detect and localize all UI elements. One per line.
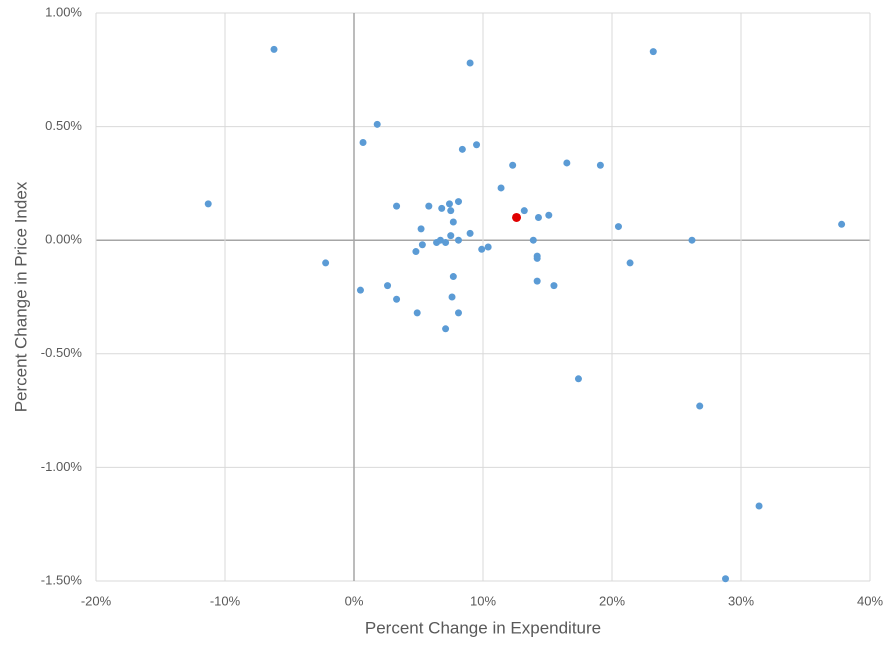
point	[418, 241, 426, 249]
point	[838, 220, 846, 228]
point	[359, 139, 367, 147]
point	[445, 200, 453, 208]
x-tick-label: 20%	[599, 593, 625, 608]
point	[384, 282, 392, 290]
point	[447, 232, 455, 240]
point	[722, 575, 730, 583]
y-tick-label: 0.50%	[45, 118, 82, 133]
point	[550, 282, 558, 290]
x-tick-label: 40%	[857, 593, 883, 608]
x-tick-label: -20%	[81, 593, 112, 608]
point	[755, 502, 763, 510]
point	[438, 204, 446, 212]
y-tick-label: -1.50%	[41, 572, 83, 587]
point	[509, 161, 517, 169]
point	[466, 59, 474, 67]
point	[484, 243, 492, 251]
point	[412, 248, 420, 256]
point	[449, 218, 457, 226]
point	[458, 145, 466, 153]
y-tick-label: 1.00%	[45, 4, 82, 19]
point	[442, 238, 450, 246]
point	[478, 245, 486, 253]
point	[512, 212, 522, 222]
point	[626, 259, 634, 267]
x-tick-label: 0%	[345, 593, 364, 608]
point	[454, 236, 462, 244]
point	[204, 200, 212, 208]
point	[596, 161, 604, 169]
point	[533, 254, 541, 262]
point	[393, 295, 401, 303]
point	[425, 202, 433, 210]
point	[649, 48, 657, 56]
x-tick-label: 10%	[470, 593, 496, 608]
point	[534, 213, 542, 221]
y-tick-label: -0.50%	[41, 345, 83, 360]
point	[520, 207, 528, 215]
point	[270, 45, 278, 53]
point	[442, 325, 450, 333]
y-axis-title: Percent Change in Price Index	[11, 181, 30, 412]
point	[563, 159, 571, 167]
y-tick-label: -1.00%	[41, 459, 83, 474]
point	[356, 286, 364, 294]
point	[449, 273, 457, 281]
y-tick-label: 0.00%	[45, 232, 82, 247]
point	[614, 223, 622, 231]
point	[574, 375, 582, 383]
point	[533, 277, 541, 285]
x-tick-label: -10%	[210, 593, 241, 608]
point	[696, 402, 704, 410]
point	[447, 207, 455, 215]
point	[497, 184, 505, 192]
point	[322, 259, 330, 267]
point	[466, 229, 474, 237]
point	[417, 225, 425, 233]
point	[454, 198, 462, 206]
point	[688, 236, 696, 244]
x-axis-title: Percent Change in Expenditure	[365, 618, 601, 637]
point	[393, 202, 401, 210]
point	[529, 236, 537, 244]
x-tick-label: 30%	[728, 593, 754, 608]
point	[448, 293, 456, 301]
point	[373, 120, 381, 128]
point	[454, 309, 462, 317]
point	[545, 211, 553, 219]
point	[413, 309, 421, 317]
point	[473, 141, 481, 149]
